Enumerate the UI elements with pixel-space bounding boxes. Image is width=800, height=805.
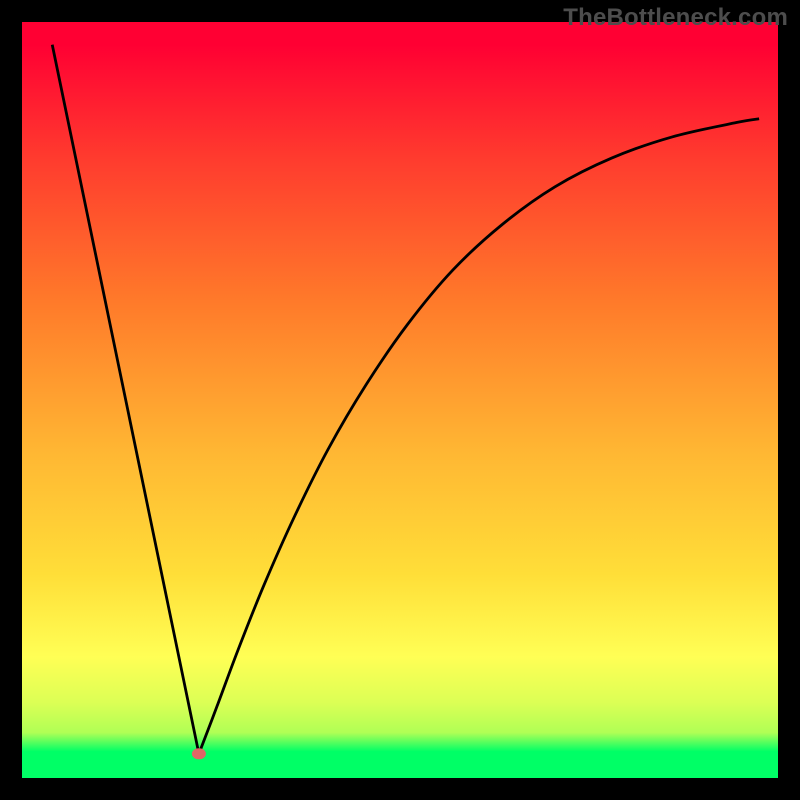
watermark-text: TheBottleneck.com [563,4,788,32]
optimal-point-marker [192,748,206,759]
bottleneck-chart [0,0,800,800]
chart-svg [0,0,800,800]
plot-area [22,22,778,778]
